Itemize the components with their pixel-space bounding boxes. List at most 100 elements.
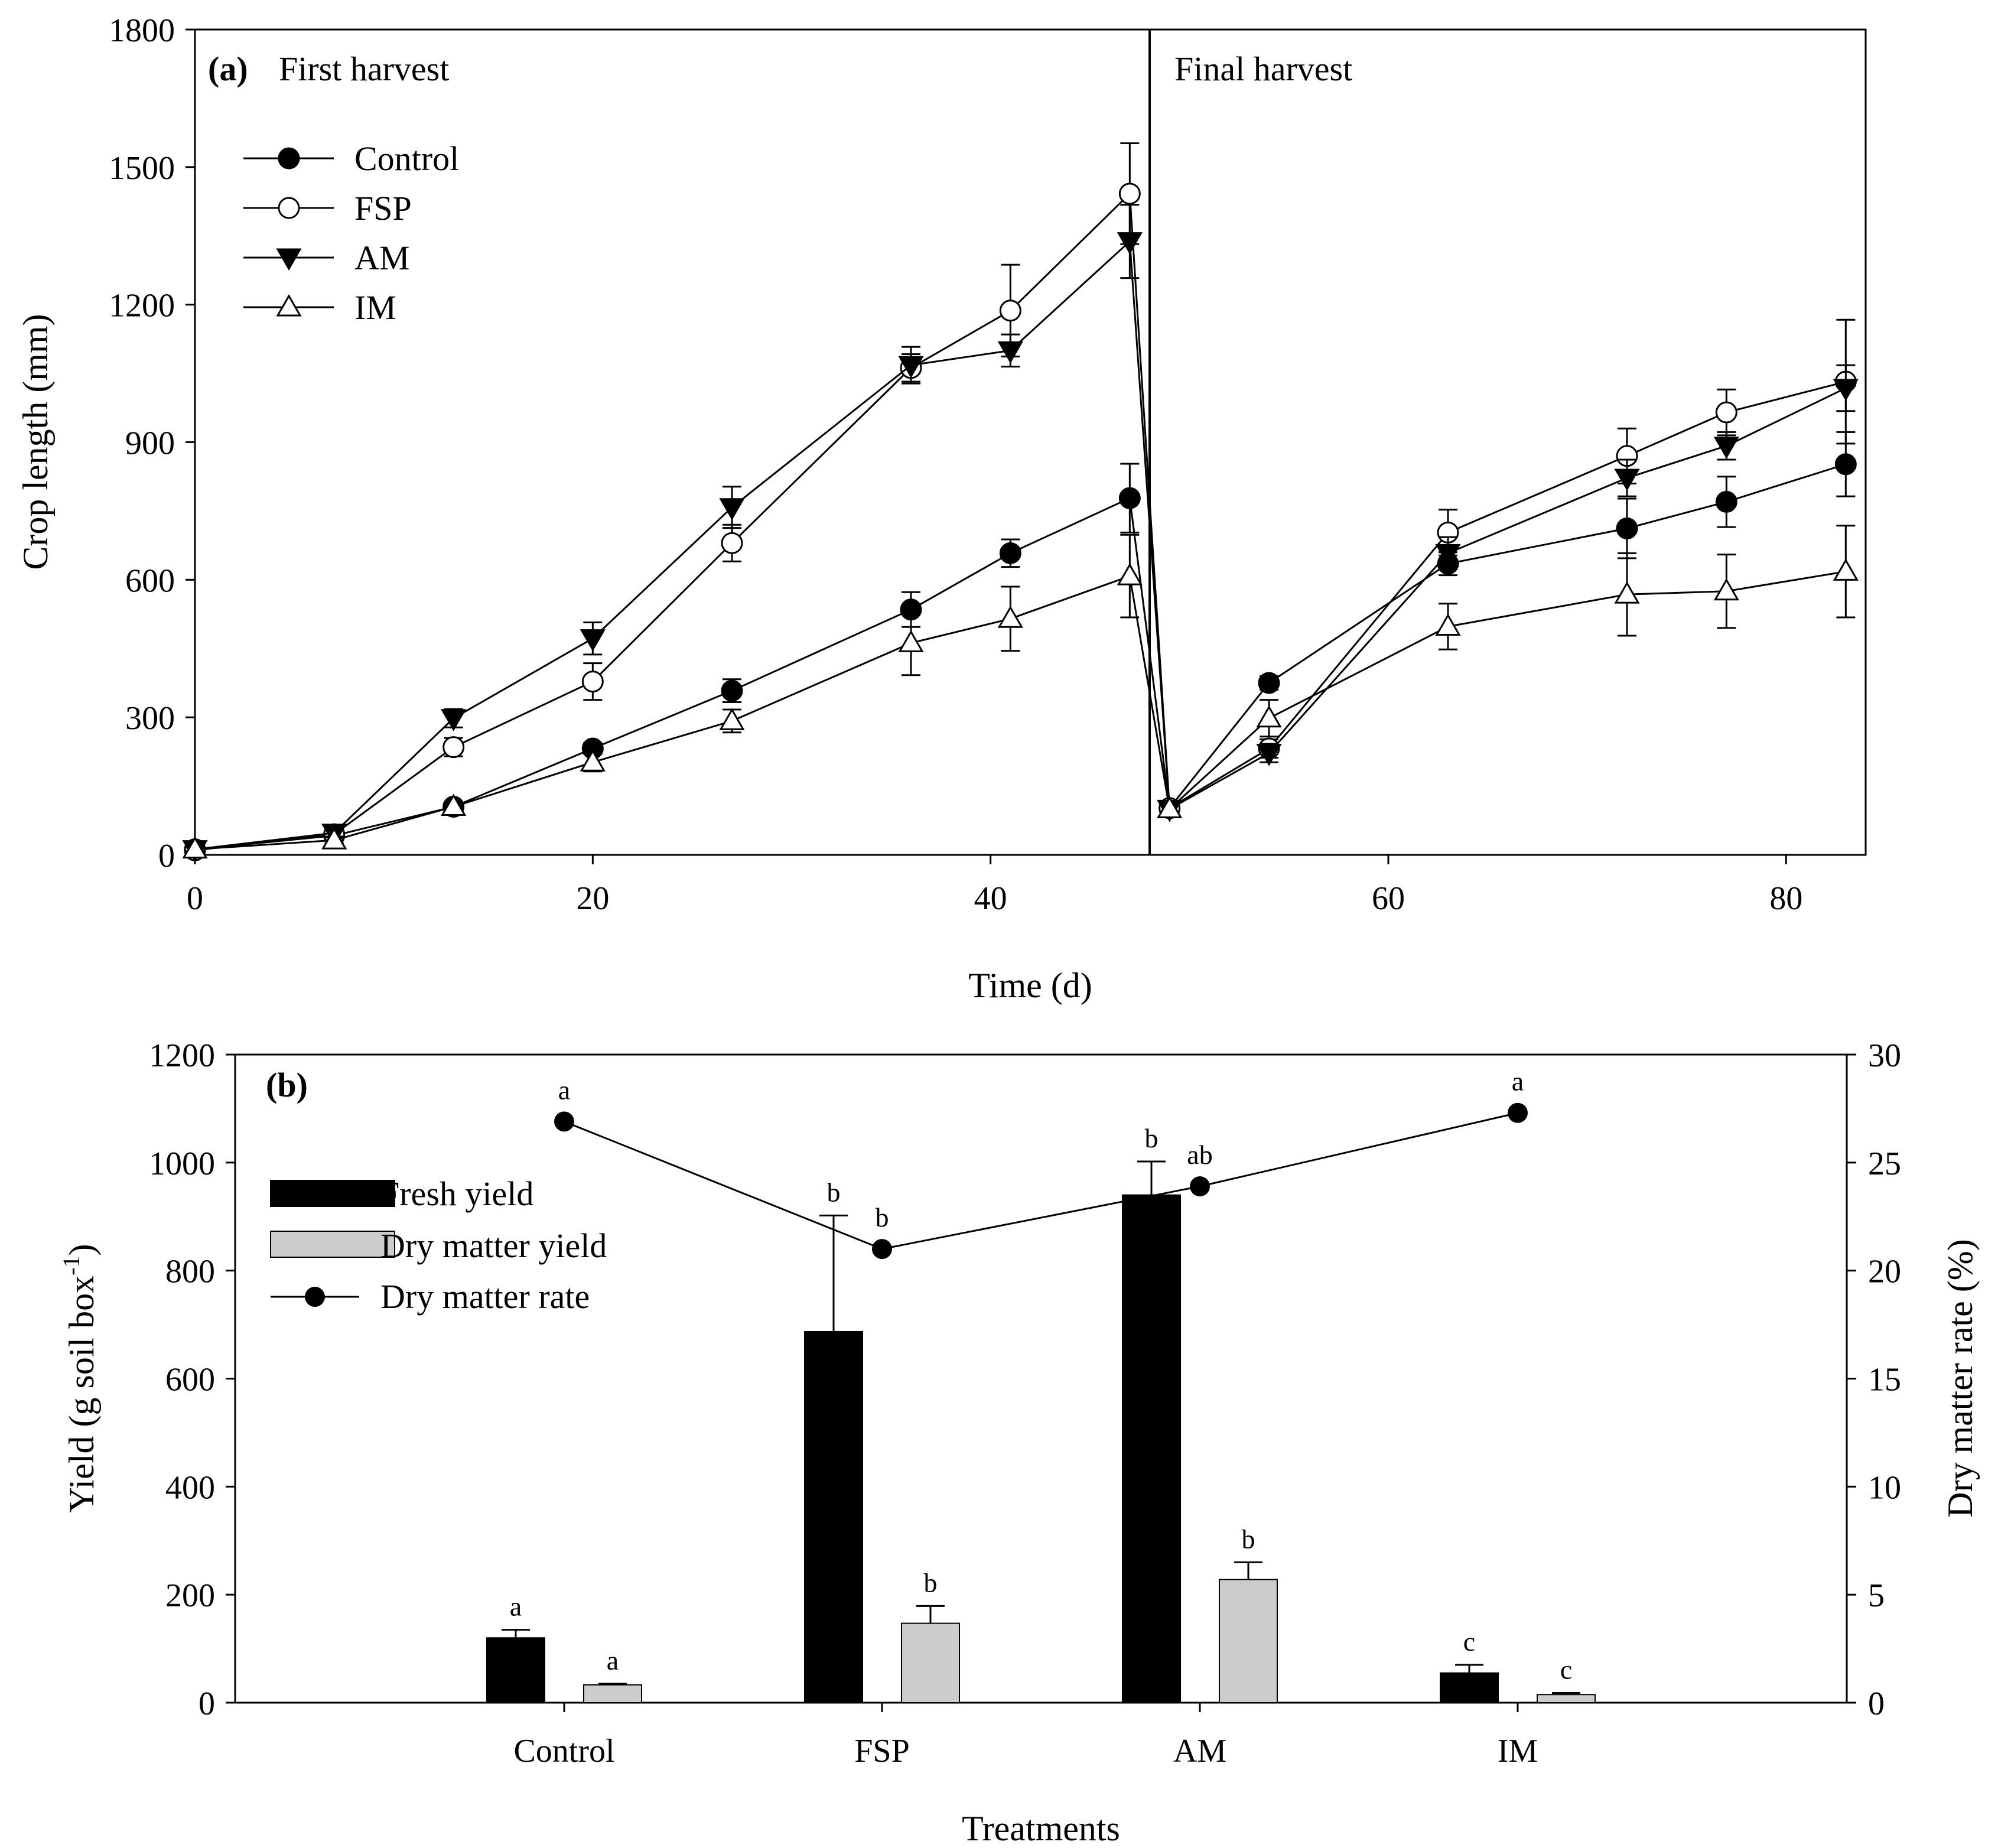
bar-fresh-yield-im [1440,1672,1499,1704]
point-fsp [1118,183,1141,205]
x-tick-label-0: 0 [187,880,203,917]
y-tick-label-0: 0 [158,838,175,874]
legend-item-fresh-yield: Fresh yield [270,1174,533,1213]
sig-label-dry-matter-yield-control: a [607,1645,619,1675]
series-dry-matter-yield: a b b c [583,1524,1596,1704]
b-y-tick-label-1200: 1200 [149,1037,215,1074]
x-tick-label-80: 80 [1769,880,1802,917]
series-line-fsp [194,191,1846,851]
legend-label-fresh-yield: Fresh yield [380,1174,533,1213]
sig-label-fresh-yield-im: c [1463,1626,1475,1657]
bar-dry-matter-yield-fsp [901,1622,960,1703]
panel-b-legend: Fresh yield Dry matter yield Dry matter … [270,1174,607,1316]
point-am [1614,468,1640,492]
legend-item-dry-matter-yield: Dry matter yield [270,1226,607,1265]
point-control [1118,487,1141,509]
y-tick-label-300: 300 [125,700,175,737]
final-harvest-title: Final harvest [1174,50,1352,88]
x-tick-label-60: 60 [1372,880,1405,917]
legend-item-dry-matter-rate: Dry matter rate [271,1277,590,1316]
legend-label-fsp: FSP [354,189,412,227]
point-am [997,341,1023,364]
point-am [1117,232,1143,255]
point-am [1833,379,1859,401]
point-im [580,749,606,772]
point-dry-matter-rate-am [1190,1176,1210,1197]
b-y-tick-label-1000: 1000 [149,1146,215,1182]
bar-dry-matter-yield-im [1537,1694,1596,1704]
panel-b-x-axis-title: Treatments [962,1809,1120,1848]
point-im [1256,705,1282,728]
b-x-tick-label-am: AM [1173,1733,1226,1769]
series-line-dry-matter-rate [564,1112,1518,1250]
sig-label-dry-matter-yield-fsp: b [924,1567,938,1598]
point-am [1713,437,1739,459]
point-control [1258,672,1280,694]
point-dry-matter-rate-fsp [872,1239,892,1260]
b-y2-tick-label-15: 15 [1868,1362,1901,1398]
panel-b-tag: (b) [266,1066,308,1104]
point-am [898,356,924,379]
legend-item-im: IM [243,288,396,327]
legend-label-dry-matter-yield: Dry matter yield [380,1226,607,1265]
legend-marker-fsp [278,197,300,219]
point-im [898,630,924,652]
point-im [321,827,347,850]
legend-label-am: AM [354,239,409,277]
point-im [1713,578,1739,601]
sig-label-dry-matter-yield-im: c [1560,1655,1572,1685]
legend-marker-im [276,294,302,317]
point-fsp [442,736,465,759]
y-tick-label-600: 600 [125,562,175,599]
legend-swatch-fresh-yield [270,1180,395,1207]
point-im [1833,558,1859,581]
legend-marker-control [278,147,300,170]
b-y2-tick-label-20: 20 [1868,1254,1901,1290]
sig-label-dry-matter-yield-am: b [1242,1524,1255,1554]
point-am [1256,744,1282,766]
point-am [1435,544,1461,567]
series-line-am [194,239,1846,851]
b-y2-tick-label-30: 30 [1868,1037,1901,1074]
bar-fresh-yield-control [486,1637,545,1704]
point-am [719,498,745,520]
series-fresh-yield: a b b c [486,1123,1499,1704]
panel-b-y-axis-title-main: Yield (g soil box [62,1276,101,1513]
legend-item-am: AM [243,239,409,277]
b-y2-tick-label-10: 10 [1868,1469,1901,1506]
panel-b-y-axis-title-superscript: -1 [58,1255,84,1275]
b-y-tick-label-0: 0 [199,1686,215,1722]
point-im [1435,613,1461,636]
bar-dry-matter-yield-am [1219,1579,1278,1704]
b-y2-tick-label-5: 5 [1868,1577,1885,1614]
legend-label-dry-matter-rate: Dry matter rate [380,1277,590,1316]
point-fsp [1715,401,1737,424]
series-im [182,525,1859,859]
point-im [997,606,1023,628]
sig-label-dry-matter-rate-im: a [1512,1066,1524,1097]
bar-fresh-yield-fsp [804,1330,863,1703]
y-tick-label-1200: 1200 [109,288,175,324]
point-im [1614,581,1640,604]
panel-a-x-axis-title: Time (d) [968,966,1092,1005]
legend-swatch-dry-matter-yield [270,1231,395,1258]
point-am [441,709,467,731]
legend-label-im: IM [354,288,396,327]
point-im [719,708,745,730]
b-y-tick-label-400: 400 [165,1469,215,1506]
first-harvest-title: First harvest [279,50,449,88]
panel-b-bar-chart: 0 200 400 600 800 1000 1200 0 5 10 15 20 25 30 Control… [58,1037,1980,1848]
legend-marker-am [276,248,302,271]
point-control [1834,453,1857,476]
point-im [1117,563,1143,585]
b-x-tick-label-im: IM [1498,1733,1538,1769]
point-control [1715,490,1737,513]
panel-a-legend: Control FSP AM IM [243,139,459,327]
point-fsp [721,532,743,554]
b-y2-tick-label-0: 0 [1868,1686,1885,1722]
panel-b-y2-axis-title: Dry matter rate (%) [1941,1239,1980,1517]
b-y2-tick-label-25: 25 [1868,1146,1901,1182]
